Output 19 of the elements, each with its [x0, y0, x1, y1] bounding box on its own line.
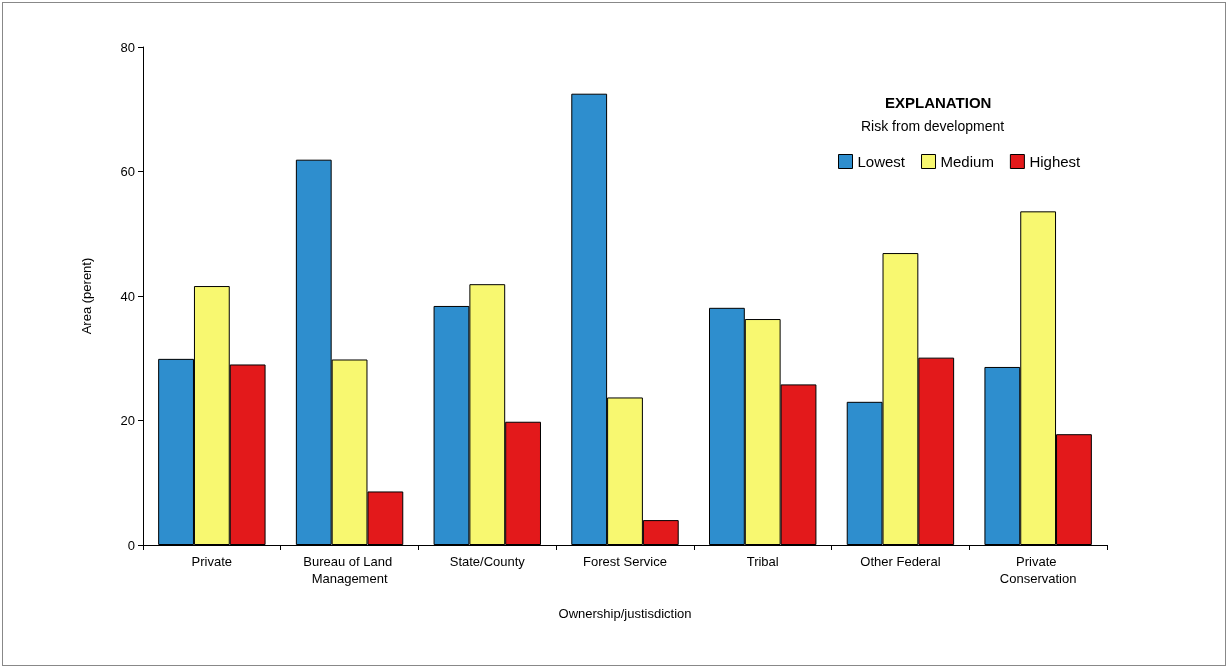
- y-tick-label: 80: [120, 39, 135, 55]
- legend-title: EXPLANATION: [885, 94, 992, 111]
- y-tick-label: 40: [120, 288, 135, 304]
- x-tick-label: Private: [191, 554, 233, 569]
- y-tick-label: 60: [120, 164, 135, 179]
- x-tick-label: Private Conservation: [999, 554, 1077, 586]
- x-tick-label: State/County: [449, 554, 526, 569]
- y-tick-label: 0: [127, 537, 135, 553]
- annotation: Risk from development: [861, 118, 1005, 134]
- legend-label: Highest: [1029, 153, 1082, 170]
- y-tick-label: 20: [120, 413, 135, 428]
- x-tick-label: Other Federal: [860, 554, 941, 569]
- x-tick-label: Bureau of Land Management: [303, 554, 396, 586]
- x-axis-title: Ownership/justisdiction: [558, 606, 692, 621]
- y-axis-title: Area (perent): [79, 257, 94, 335]
- legend-label: Lowest: [857, 153, 906, 170]
- x-tick-label: Forest Service: [583, 554, 667, 569]
- x-tick-label: Tribal: [746, 554, 779, 569]
- legend-label: Medium: [940, 153, 994, 170]
